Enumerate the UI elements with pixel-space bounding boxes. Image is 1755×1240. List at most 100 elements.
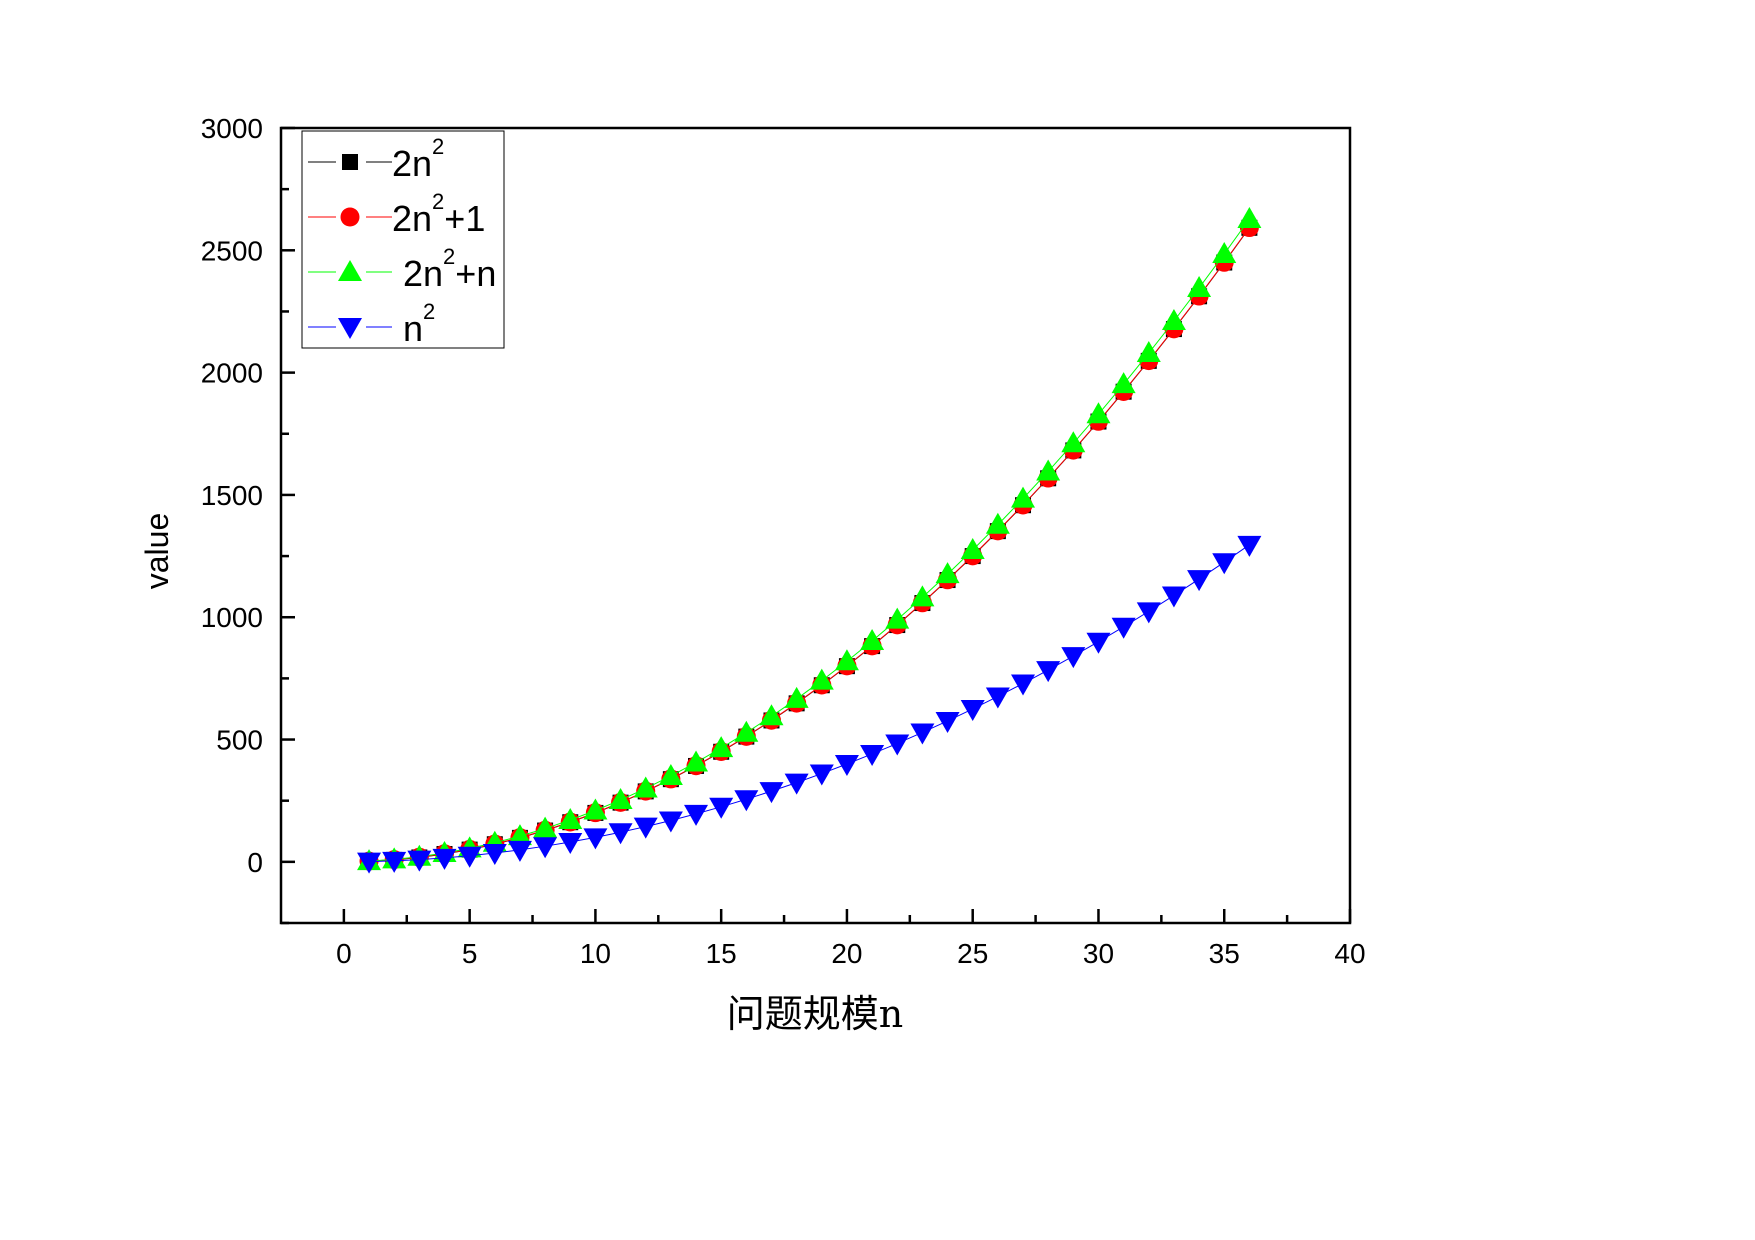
plot-marks [357, 206, 1262, 874]
data-point [633, 776, 658, 798]
data-point [507, 824, 532, 846]
legend-item: 2n2+n [308, 244, 496, 294]
data-point [482, 844, 507, 866]
legend-item: 2n2+1 [308, 189, 485, 239]
y-axis-label: value [139, 513, 175, 590]
data-point [1237, 206, 1262, 228]
data-point [533, 837, 558, 859]
data-point [1136, 602, 1161, 624]
x-tick-label: 10 [580, 938, 611, 969]
data-point [1011, 674, 1036, 696]
data-point [910, 585, 935, 607]
data-point [1086, 632, 1111, 654]
data-point [658, 811, 683, 833]
legend-label: 2n2 [392, 134, 444, 184]
x-tick-label: 20 [831, 938, 862, 969]
x-tick-label: 40 [1334, 938, 1365, 969]
y-tick-label: 0 [247, 847, 263, 878]
data-point [985, 687, 1010, 709]
data-point [809, 764, 834, 786]
data-point [1036, 661, 1061, 683]
data-point [784, 773, 809, 795]
data-point [860, 744, 885, 766]
data-point [1061, 647, 1086, 669]
y-tick-label: 500 [216, 725, 263, 756]
data-point [1161, 586, 1186, 608]
data-point [1011, 486, 1036, 508]
data-point [1111, 617, 1136, 639]
data-point [507, 840, 532, 862]
x-tick-label: 35 [1209, 938, 1240, 969]
data-point [558, 808, 583, 830]
series-line [369, 544, 1250, 863]
data-point [457, 846, 482, 868]
data-point [1187, 570, 1212, 592]
data-point [432, 848, 457, 870]
data-point [759, 704, 784, 726]
legend-item: 2n2 [308, 134, 444, 184]
x-tick-label: 15 [706, 938, 737, 969]
data-point [960, 537, 985, 559]
data-point [784, 686, 809, 708]
data-point [583, 828, 608, 850]
data-point [834, 649, 859, 671]
data-point [407, 850, 432, 872]
data-point [357, 852, 382, 874]
data-point [1111, 372, 1136, 394]
legend-marker [342, 154, 358, 170]
data-point [734, 720, 759, 742]
series-n^2 [357, 535, 1262, 874]
plot-frame [279, 126, 1352, 925]
x-tick-label: 30 [1083, 938, 1114, 969]
data-point [860, 628, 885, 650]
data-point [885, 607, 910, 629]
axes: 0 5 10 15 20 25 30 35 40 0 500 1000 1500 2000 2500 3000 [201, 113, 1366, 969]
legend-label: 2n2+1 [392, 189, 485, 239]
data-point [1036, 459, 1061, 481]
data-point [633, 817, 658, 839]
data-point [658, 763, 683, 785]
data-point [1136, 341, 1161, 363]
x-tick-label: 0 [336, 938, 352, 969]
data-point [960, 699, 985, 721]
legend-marker [338, 260, 362, 281]
legend-marker [338, 318, 362, 339]
legend-label: n2 [403, 299, 435, 349]
legend-marker [340, 207, 360, 227]
data-point [684, 750, 709, 772]
data-point [709, 797, 734, 819]
data-point [709, 736, 734, 758]
y-tick-label: 3000 [201, 113, 263, 144]
data-point [935, 562, 960, 584]
data-point [734, 790, 759, 812]
data-point [1212, 241, 1237, 263]
y-tick-label: 2500 [201, 235, 263, 266]
data-point [809, 668, 834, 690]
x-axis-label: 问题规模n [727, 992, 903, 1036]
data-point [985, 512, 1010, 534]
data-point [1161, 309, 1186, 331]
data-point [1187, 275, 1212, 297]
data-point [759, 782, 784, 804]
data-point [885, 734, 910, 756]
data-point [1061, 431, 1086, 453]
x-tick-label: 25 [957, 938, 988, 969]
data-point [608, 787, 633, 809]
legend-item: n2 [308, 299, 435, 349]
data-point [684, 804, 709, 826]
data-point [382, 851, 407, 873]
y-tick-label: 1500 [201, 480, 263, 511]
data-point [1212, 553, 1237, 575]
data-point [1237, 535, 1262, 557]
data-point [910, 723, 935, 745]
y-tick-label: 1000 [201, 602, 263, 633]
x-tick-label: 5 [462, 938, 478, 969]
data-point [834, 755, 859, 776]
data-point [533, 816, 558, 838]
legend-box [301, 130, 505, 349]
data-point [1086, 402, 1111, 424]
data-point [583, 798, 608, 820]
data-point [608, 823, 633, 845]
